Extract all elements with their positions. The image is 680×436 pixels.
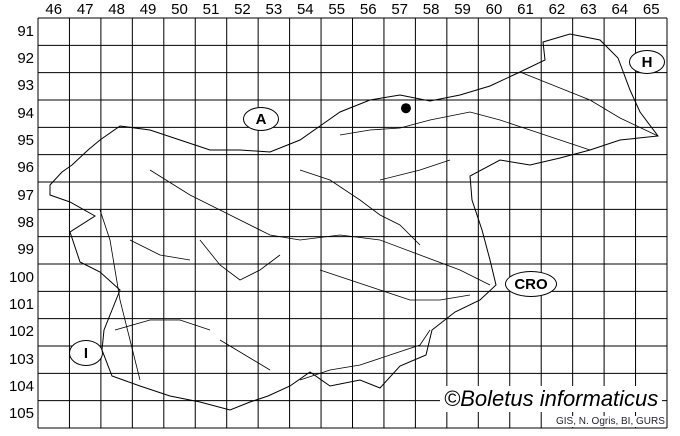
country-border <box>49 33 659 411</box>
column-label: 47 <box>76 1 94 18</box>
column-label: 64 <box>611 1 629 18</box>
row-label: 92 <box>17 50 34 67</box>
river-soca <box>99 209 141 381</box>
column-label: 59 <box>454 1 471 18</box>
column-label: 62 <box>548 1 566 18</box>
column-label: 61 <box>517 1 534 18</box>
column-label: 54 <box>296 1 314 18</box>
source-text: GIS, N. Ogris, BI, GURS <box>555 416 666 427</box>
column-label: 58 <box>422 1 440 18</box>
column-label: 65 <box>642 1 660 18</box>
river-idrijca <box>129 239 191 261</box>
label-italy: I <box>69 340 103 366</box>
row-label: 95 <box>17 132 34 149</box>
river-krka <box>319 269 471 301</box>
river-savinja <box>299 169 421 246</box>
row-label: 99 <box>17 241 34 259</box>
row-label: 105 <box>8 405 34 423</box>
column-label: 63 <box>580 1 597 18</box>
label-hungary: H <box>629 50 665 74</box>
column-label: 51 <box>202 1 220 18</box>
credit-text: ©Boletus informaticus <box>440 386 663 412</box>
column-label: 60 <box>485 1 503 18</box>
column-label: 46 <box>45 1 63 18</box>
river-mura <box>519 71 659 137</box>
column-label: 55 <box>328 1 346 18</box>
row-label: 93 <box>17 77 34 95</box>
row-label: 102 <box>8 323 34 341</box>
rivers <box>99 71 659 381</box>
river-ljubljanica <box>199 239 281 281</box>
column-label: 52 <box>234 1 251 18</box>
occurrence-point <box>400 103 411 114</box>
row-label: 97 <box>17 186 34 204</box>
column-label: 49 <box>139 1 157 18</box>
column-label: 48 <box>108 1 125 18</box>
river-sava <box>149 169 491 286</box>
row-label: 103 <box>8 350 34 368</box>
row-label: 96 <box>17 159 34 177</box>
river-drava <box>339 111 591 151</box>
column-label: 56 <box>359 1 377 18</box>
row-label: 101 <box>8 296 34 313</box>
river-reka <box>219 339 271 371</box>
column-label: 57 <box>391 1 409 18</box>
river-dravinja <box>379 159 451 181</box>
row-label: 100 <box>8 268 34 286</box>
label-croatia: CRO <box>505 271 557 297</box>
row-label: 94 <box>17 104 34 122</box>
column-label: 53 <box>265 1 283 18</box>
row-label: 104 <box>8 378 34 395</box>
row-label: 98 <box>17 214 34 231</box>
river-kolpa <box>299 329 431 381</box>
row-label: 91 <box>17 22 34 40</box>
river-vipava <box>114 319 211 331</box>
column-label: 50 <box>171 1 188 18</box>
label-austria: A <box>243 107 279 131</box>
grid-lines <box>37 17 668 429</box>
